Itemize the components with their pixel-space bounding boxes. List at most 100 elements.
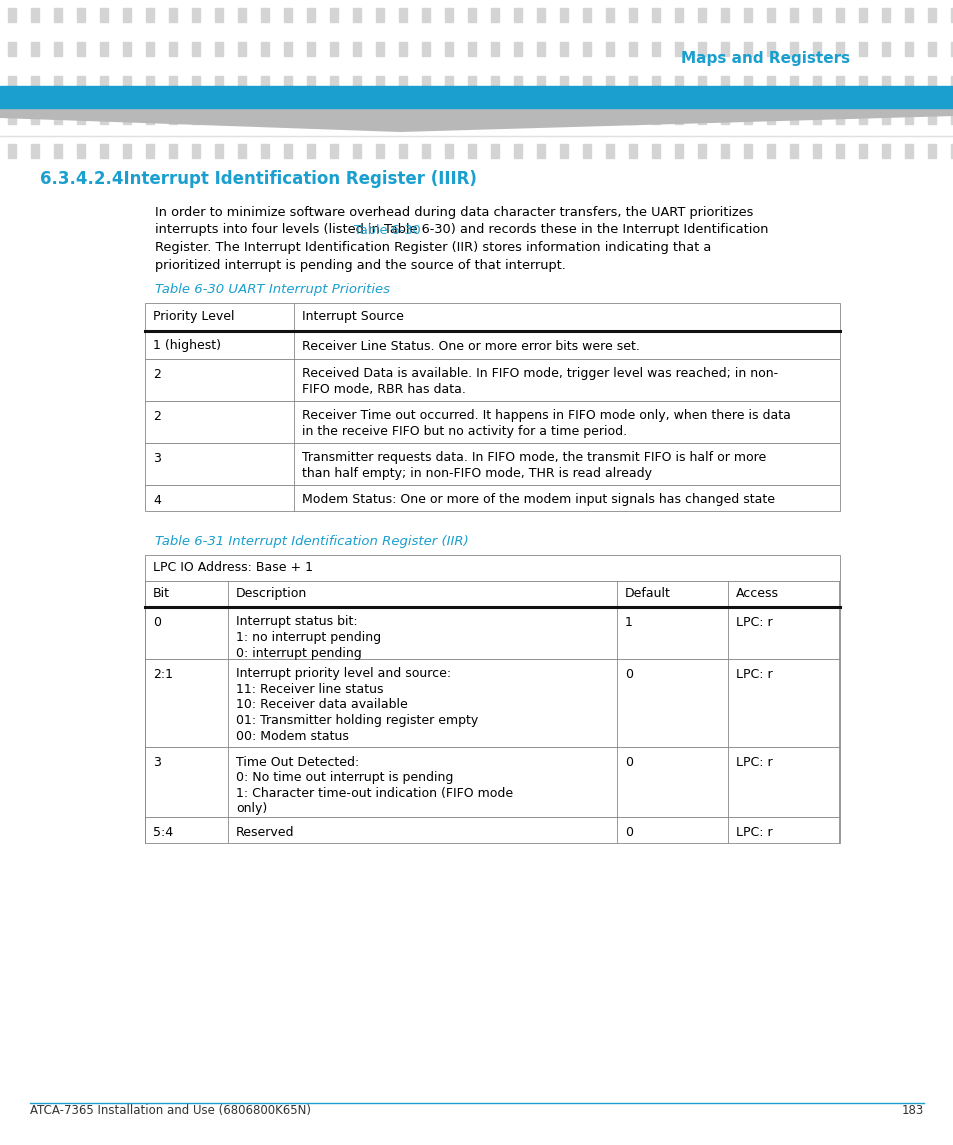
Bar bbox=[145, 442, 840, 484]
Bar bbox=[651, 8, 659, 22]
Text: Register. The Interrupt Identification Register (IIR) stores information indicat: Register. The Interrupt Identification R… bbox=[154, 240, 711, 254]
Bar bbox=[284, 42, 292, 56]
Bar bbox=[421, 8, 430, 22]
Bar bbox=[927, 8, 935, 22]
Text: 2: 2 bbox=[152, 410, 161, 423]
Bar bbox=[698, 76, 705, 90]
Text: Transmitter requests data. In FIFO mode, the transmit FIFO is half or more: Transmitter requests data. In FIFO mode,… bbox=[302, 451, 765, 465]
Bar bbox=[145, 816, 840, 843]
Bar bbox=[927, 110, 935, 124]
Bar bbox=[77, 144, 85, 158]
Bar bbox=[468, 42, 476, 56]
Text: 1: no interrupt pending: 1: no interrupt pending bbox=[235, 631, 381, 643]
Text: prioritized interrupt is pending and the source of that interrupt.: prioritized interrupt is pending and the… bbox=[154, 259, 565, 271]
Bar bbox=[421, 42, 430, 56]
Bar bbox=[145, 331, 840, 358]
Bar bbox=[858, 144, 866, 158]
Bar bbox=[8, 8, 16, 22]
Bar bbox=[743, 144, 751, 158]
Bar bbox=[628, 144, 637, 158]
Bar bbox=[100, 76, 108, 90]
Bar bbox=[30, 144, 39, 158]
Bar bbox=[146, 144, 153, 158]
Bar bbox=[421, 144, 430, 158]
Bar bbox=[835, 144, 843, 158]
Bar bbox=[720, 8, 728, 22]
Text: Access: Access bbox=[735, 587, 779, 600]
Bar bbox=[77, 42, 85, 56]
Bar bbox=[8, 42, 16, 56]
Text: 00: Modem status: 00: Modem status bbox=[235, 729, 349, 742]
Bar bbox=[353, 110, 360, 124]
Bar bbox=[444, 8, 453, 22]
Bar bbox=[720, 144, 728, 158]
Bar bbox=[100, 8, 108, 22]
Bar bbox=[582, 76, 590, 90]
Bar bbox=[353, 144, 360, 158]
Bar bbox=[927, 42, 935, 56]
Text: 0: 0 bbox=[624, 756, 633, 768]
Bar bbox=[537, 42, 544, 56]
Bar bbox=[261, 76, 269, 90]
Bar bbox=[214, 144, 223, 158]
Bar bbox=[145, 554, 840, 581]
Bar bbox=[743, 76, 751, 90]
Bar bbox=[904, 42, 912, 56]
Text: Default: Default bbox=[624, 587, 670, 600]
Text: Receiver Line Status. One or more error bits were set.: Receiver Line Status. One or more error … bbox=[302, 340, 639, 353]
Bar bbox=[169, 144, 177, 158]
Bar bbox=[559, 144, 567, 158]
Bar bbox=[307, 8, 314, 22]
Bar bbox=[146, 110, 153, 124]
Bar bbox=[307, 42, 314, 56]
Bar bbox=[123, 8, 131, 22]
Text: Table 6-30: Table 6-30 bbox=[354, 223, 420, 237]
Bar bbox=[628, 76, 637, 90]
Bar bbox=[559, 76, 567, 90]
Bar bbox=[398, 8, 407, 22]
Bar bbox=[145, 581, 840, 607]
Bar bbox=[605, 8, 614, 22]
Bar bbox=[537, 8, 544, 22]
Bar bbox=[882, 76, 889, 90]
Bar bbox=[284, 8, 292, 22]
Bar bbox=[8, 76, 16, 90]
Bar bbox=[444, 144, 453, 158]
Bar bbox=[904, 8, 912, 22]
Bar bbox=[237, 8, 246, 22]
Bar bbox=[675, 110, 682, 124]
Bar bbox=[100, 110, 108, 124]
Bar bbox=[8, 144, 16, 158]
Bar bbox=[146, 42, 153, 56]
Text: LPC: r: LPC: r bbox=[735, 616, 772, 629]
Bar bbox=[375, 110, 384, 124]
Bar bbox=[835, 76, 843, 90]
Text: Received Data is available. In FIFO mode, trigger level was reached; in non-: Received Data is available. In FIFO mode… bbox=[302, 368, 778, 380]
Bar bbox=[146, 76, 153, 90]
Bar bbox=[330, 110, 337, 124]
Text: 0: 0 bbox=[624, 826, 633, 838]
Bar bbox=[192, 8, 200, 22]
Bar bbox=[169, 8, 177, 22]
Text: FIFO mode, RBR has data.: FIFO mode, RBR has data. bbox=[302, 382, 465, 396]
Text: 0: No time out interrupt is pending: 0: No time out interrupt is pending bbox=[235, 771, 453, 784]
Bar bbox=[491, 42, 498, 56]
Bar bbox=[559, 42, 567, 56]
Bar bbox=[123, 76, 131, 90]
Bar bbox=[950, 110, 953, 124]
Bar bbox=[307, 76, 314, 90]
Bar bbox=[651, 110, 659, 124]
Bar bbox=[559, 8, 567, 22]
Text: Table 6-30 UART Interrupt Priorities: Table 6-30 UART Interrupt Priorities bbox=[154, 283, 390, 295]
Text: ATCA-7365 Installation and Use (6806800K65N): ATCA-7365 Installation and Use (6806800K… bbox=[30, 1104, 311, 1118]
Bar bbox=[330, 76, 337, 90]
Bar bbox=[743, 8, 751, 22]
Bar bbox=[950, 42, 953, 56]
Bar bbox=[145, 401, 840, 442]
Text: Reserved: Reserved bbox=[235, 826, 294, 838]
Bar bbox=[145, 302, 840, 331]
Bar bbox=[514, 42, 521, 56]
Bar bbox=[812, 110, 821, 124]
Text: Maps and Registers: Maps and Registers bbox=[680, 50, 849, 65]
Text: 11: Receiver line status: 11: Receiver line status bbox=[235, 684, 383, 696]
